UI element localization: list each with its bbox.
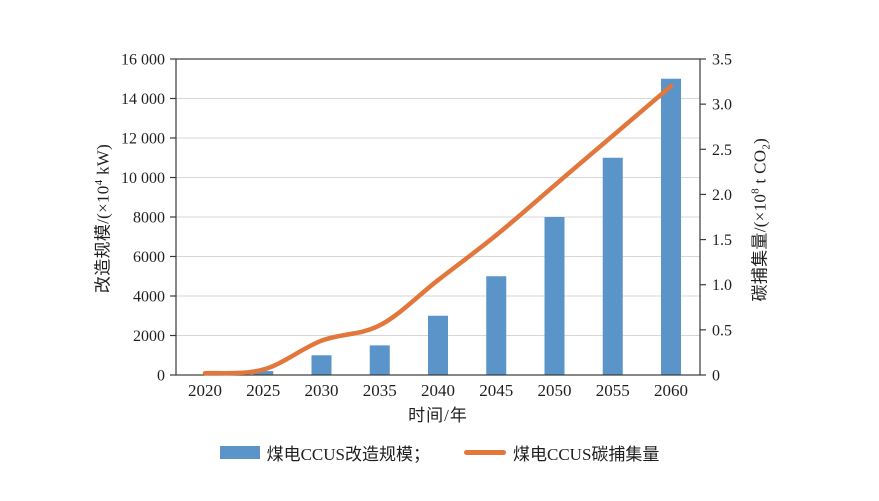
y-left-title-text: 改造规模/(×10 <box>93 185 113 294</box>
y-left-tick-label: 4000 <box>133 289 165 306</box>
y-right-tick-label: 2.5 <box>712 142 732 159</box>
capture-line-series <box>202 83 674 376</box>
y-right-axis-title: 碳捕集量/(×108 t CO2) <box>745 60 773 380</box>
y-right-tick-label: 3.5 <box>712 52 732 69</box>
bar-2060 <box>661 78 681 375</box>
legend-bar-swatch <box>219 446 260 459</box>
y-left-tick-label: 14 000 <box>121 91 165 108</box>
legend-line-swatch <box>464 450 506 455</box>
x-tick-label: 2030 <box>305 381 339 400</box>
y-left-title-suffix: kW) <box>93 143 113 180</box>
y-right-tick-label: 0 <box>712 368 720 385</box>
y-right-tick-label: 2.0 <box>712 187 732 204</box>
y-right-tick-label: 3.0 <box>712 97 732 114</box>
y-right-tick-label: 1.5 <box>712 232 732 249</box>
y-left-tick-label: 16 000 <box>121 52 165 69</box>
y-left-tick-label: 10 000 <box>121 170 165 187</box>
bar-2035 <box>369 345 390 375</box>
x-axis-title: 时间/年 <box>408 406 468 425</box>
x-tick-label: 2025 <box>246 381 280 400</box>
y-right-title-sub: 2 <box>760 143 773 150</box>
x-tick-label: 2045 <box>479 381 513 400</box>
legend-label-line: 煤电CCUS碳捕集量 <box>513 445 660 464</box>
x-tick-label: 2040 <box>421 381 455 400</box>
x-tick-label: 2050 <box>538 381 572 400</box>
y-right-title-sup: 8 <box>749 188 762 194</box>
y-right-tick-label: 1.0 <box>712 277 732 294</box>
y-left-tick-label: 8000 <box>133 210 165 227</box>
y-left-title-sup: 4 <box>92 179 105 186</box>
bar-2030 <box>311 355 332 375</box>
y-right-tick-label: 0.5 <box>712 322 732 339</box>
bar-2055 <box>602 157 623 375</box>
y-left-axis-title: 改造规模/(×104 kW) <box>89 59 114 379</box>
y-right-title-text: 碳捕集量/(×10 <box>750 193 770 302</box>
x-tick-label: 2060 <box>654 381 688 400</box>
bar-2045 <box>486 276 507 375</box>
legend-label-bars: 煤电CCUS改造规模； <box>266 445 430 464</box>
bar-2050 <box>544 217 565 375</box>
y-left-tick-label: 0 <box>157 368 165 385</box>
y-right-title-suffix: ) <box>750 137 770 144</box>
y-left-tick-label: 6000 <box>133 249 165 266</box>
x-tick-label: 2055 <box>596 381 630 400</box>
bar-2025 <box>253 371 274 375</box>
chart-legend: 煤电CCUS改造规模； 煤电CCUS碳捕集量 <box>0 440 879 465</box>
x-tick-label: 2035 <box>363 381 397 400</box>
y-left-tick-label: 12 000 <box>121 131 165 148</box>
bar-2040 <box>428 315 448 375</box>
y-left-tick-label: 2000 <box>133 328 165 345</box>
x-tick-label: 2020 <box>188 381 222 400</box>
y-right-title-mid: t CO <box>750 149 770 189</box>
